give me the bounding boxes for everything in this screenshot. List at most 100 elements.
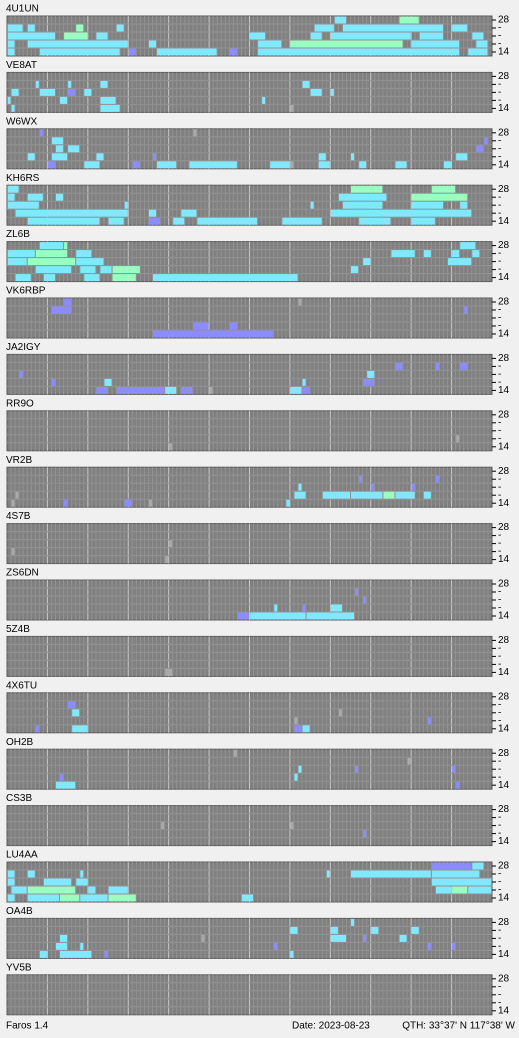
band-label: - xyxy=(498,595,501,606)
detection xyxy=(60,96,68,104)
detection xyxy=(363,258,371,266)
detection xyxy=(84,88,92,96)
detection xyxy=(68,88,76,96)
detection xyxy=(262,96,266,104)
detection xyxy=(314,24,334,32)
detection xyxy=(124,499,132,507)
station-name: 4S7B xyxy=(6,511,31,522)
detection xyxy=(391,250,415,258)
detection xyxy=(19,370,23,378)
detection xyxy=(355,765,359,773)
detection xyxy=(290,950,294,958)
detection xyxy=(27,24,35,32)
detection xyxy=(302,725,310,733)
detection xyxy=(294,773,298,781)
detection xyxy=(80,894,108,902)
detection xyxy=(411,193,468,201)
detection xyxy=(60,934,68,942)
detection xyxy=(165,556,169,564)
band-label: - xyxy=(498,377,501,388)
detection xyxy=(76,250,92,258)
band-label: 28 xyxy=(498,635,510,646)
detection xyxy=(310,32,322,40)
detection xyxy=(27,153,35,161)
band-label: - xyxy=(498,79,501,90)
detection xyxy=(153,330,274,338)
band-label: - xyxy=(498,715,501,726)
band-label: - xyxy=(498,474,501,485)
detection xyxy=(153,274,298,282)
detection xyxy=(342,201,383,209)
detection xyxy=(330,88,334,96)
detection xyxy=(330,209,472,217)
band-label: 28 xyxy=(498,409,510,420)
detection xyxy=(96,32,108,40)
detection xyxy=(427,717,431,725)
station-name: CS3B xyxy=(6,793,32,804)
band-label: - xyxy=(498,200,501,211)
detection xyxy=(35,266,72,274)
detection xyxy=(472,32,484,40)
detection xyxy=(39,242,64,250)
detection xyxy=(286,499,290,507)
detection xyxy=(100,96,116,104)
detection xyxy=(39,88,55,96)
detection xyxy=(7,878,15,886)
detection xyxy=(72,709,80,717)
band-label: - xyxy=(498,23,501,34)
detection xyxy=(367,370,375,378)
band-label: - xyxy=(498,482,501,493)
band-label: 28 xyxy=(498,522,510,533)
detection xyxy=(116,386,165,394)
detection xyxy=(399,934,407,942)
band-label: 14 xyxy=(498,385,510,396)
station-name: VR2B xyxy=(6,455,32,466)
detection xyxy=(363,830,367,838)
detection xyxy=(338,709,342,717)
band-label: 28 xyxy=(498,691,510,702)
band-label: 28 xyxy=(498,973,510,984)
band-label: - xyxy=(498,31,501,42)
detection xyxy=(310,88,322,96)
detection xyxy=(395,362,403,370)
detection xyxy=(411,926,419,934)
detection xyxy=(359,161,367,169)
detection xyxy=(399,16,419,24)
band-label: 14 xyxy=(498,611,510,622)
band-label: 14 xyxy=(498,329,510,340)
detection xyxy=(7,96,11,104)
detection xyxy=(326,870,330,878)
station-name: VE8AT xyxy=(6,60,37,71)
band-label: 28 xyxy=(498,127,510,138)
detection xyxy=(7,250,35,258)
band-label: - xyxy=(498,256,501,267)
band-label: 28 xyxy=(498,184,510,195)
detection xyxy=(193,129,197,137)
detection xyxy=(88,886,96,894)
station-name: 4U1UN xyxy=(6,4,39,15)
band-label: 28 xyxy=(498,861,510,872)
detection xyxy=(80,870,84,878)
band-label: - xyxy=(498,885,501,896)
band-label: - xyxy=(498,869,501,880)
detection xyxy=(258,40,282,48)
detection xyxy=(96,386,108,394)
detection xyxy=(448,258,472,266)
detection xyxy=(237,612,249,620)
detection xyxy=(43,878,72,886)
band-label: - xyxy=(498,546,501,557)
detection xyxy=(11,548,15,556)
detection xyxy=(411,483,415,491)
band-label: 14 xyxy=(498,949,510,960)
detection xyxy=(423,250,431,258)
station-name: 4X6TU xyxy=(6,680,37,691)
band-label: - xyxy=(498,530,501,541)
